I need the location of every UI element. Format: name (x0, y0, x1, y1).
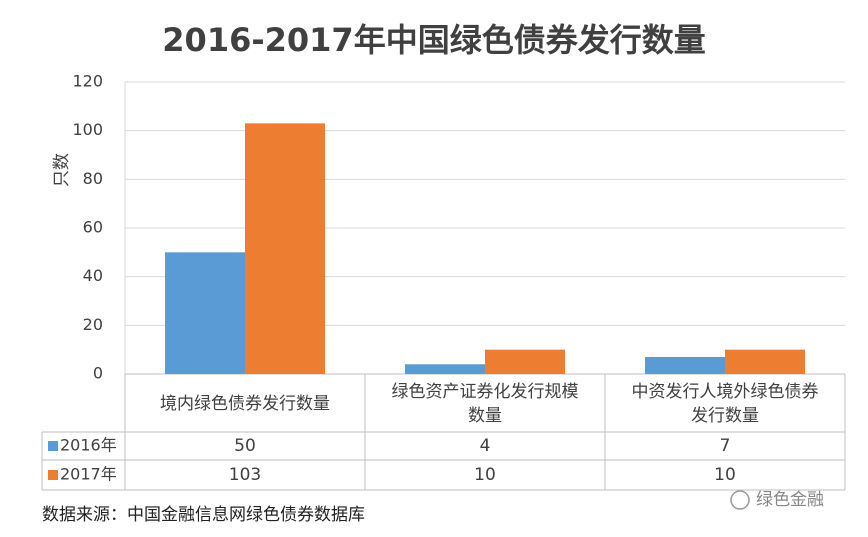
x-tick-label: 中资发行人境外绿色债券发行数量 (631, 382, 819, 426)
x-tick-label: 绿色资产证券化发行规模数量 (391, 382, 579, 426)
y-tick-label: 0 (93, 364, 103, 383)
watermark: 绿色金融 (756, 490, 824, 510)
legend-swatch (48, 470, 58, 480)
x-tick-label: 境内绿色债券发行数量 (160, 394, 330, 414)
bar (485, 349, 565, 374)
table-value: 50 (234, 436, 256, 456)
bar (725, 349, 805, 374)
source-note: 数据来源：中国金融信息网绿色债券数据库 (42, 505, 365, 525)
bar (645, 356, 725, 374)
table-value: 4 (479, 436, 491, 456)
bar (165, 252, 245, 374)
bar (405, 364, 485, 374)
y-tick-label: 60 (83, 218, 103, 237)
watermark-icon (730, 490, 750, 510)
table-value: 10 (714, 465, 736, 485)
y-tick-label: 100 (72, 120, 103, 139)
y-tick-label: 40 (83, 266, 103, 285)
y-axis-label: 只数 (52, 153, 72, 187)
y-tick-label: 80 (83, 169, 103, 188)
bar (245, 123, 325, 374)
legend-label: 2017年 (60, 465, 117, 484)
table-value: 10 (474, 465, 496, 485)
legend-swatch (48, 441, 58, 451)
y-tick-label: 20 (83, 315, 103, 334)
y-tick-label: 120 (72, 72, 103, 91)
table-value: 7 (719, 436, 731, 456)
legend-label: 2016年 (60, 436, 117, 455)
table-value: 103 (228, 465, 262, 485)
chart-title: 2016-2017年中国绿色债券发行数量 (162, 21, 705, 59)
